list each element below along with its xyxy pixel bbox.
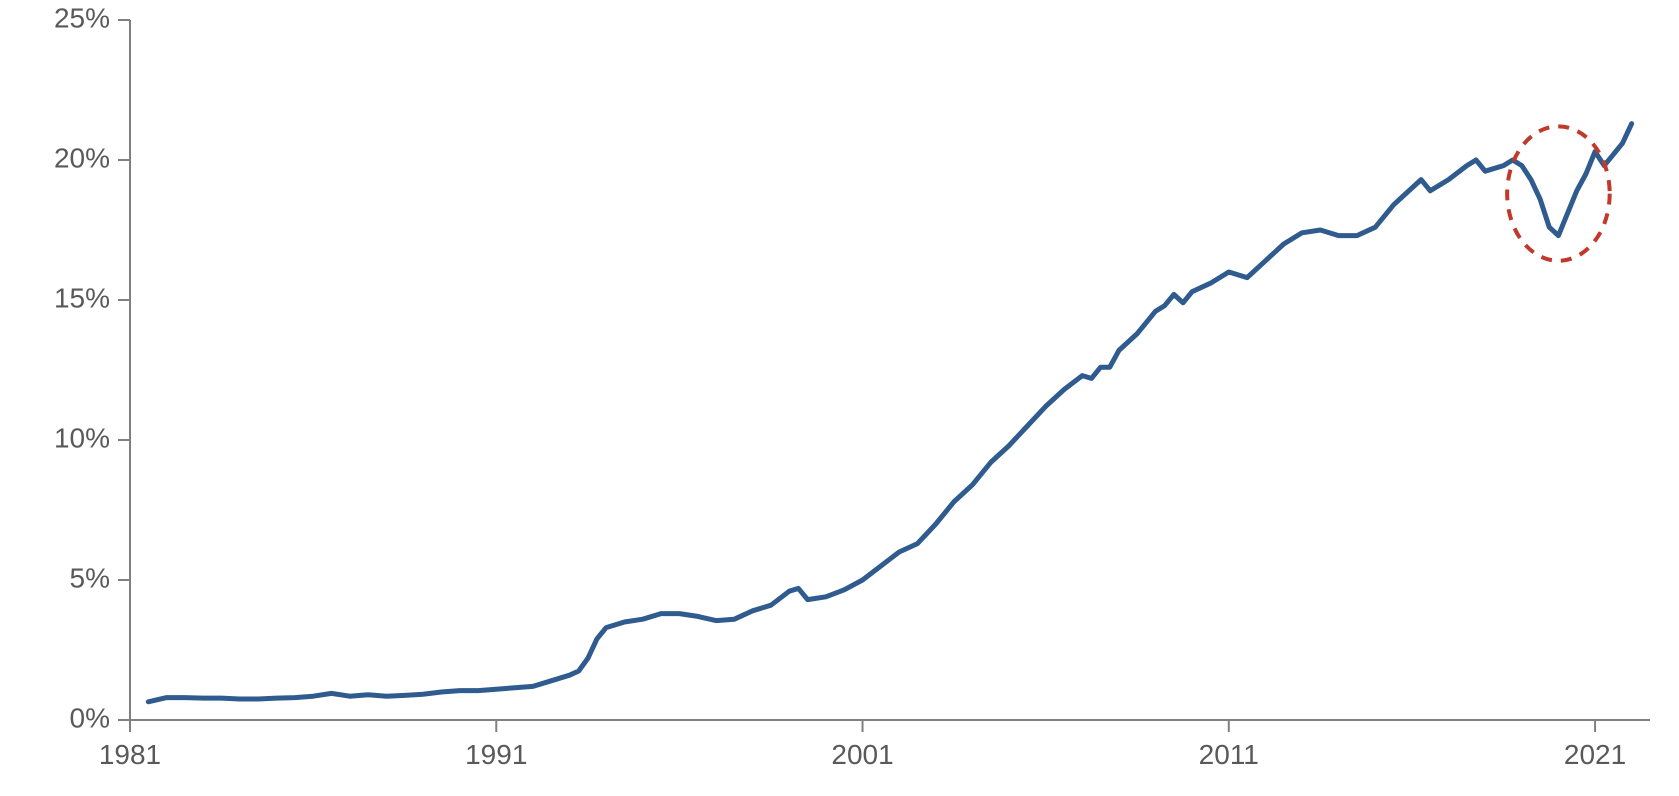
chart-svg: 0% 5% 10% 15% 20% 25% 1981 1991 2001 2011 2021 [0, 0, 1679, 796]
x-tick-label: 2001 [831, 739, 893, 770]
x-tick-label: 1981 [99, 739, 161, 770]
y-tick-label: 5% [70, 562, 110, 593]
line-chart: 0% 5% 10% 15% 20% 25% 1981 1991 2001 2011 2021 [0, 0, 1679, 796]
x-tick-label: 2011 [1199, 739, 1259, 770]
y-tick-label: 25% [54, 2, 110, 33]
y-tick-label: 10% [54, 422, 110, 453]
y-tick-label: 0% [70, 702, 110, 733]
x-tick-label: 1991 [465, 739, 527, 770]
y-tick-label: 20% [54, 142, 110, 173]
chart-background [0, 0, 1679, 796]
x-tick-label: 2021 [1564, 739, 1626, 770]
y-tick-label: 15% [54, 282, 110, 313]
